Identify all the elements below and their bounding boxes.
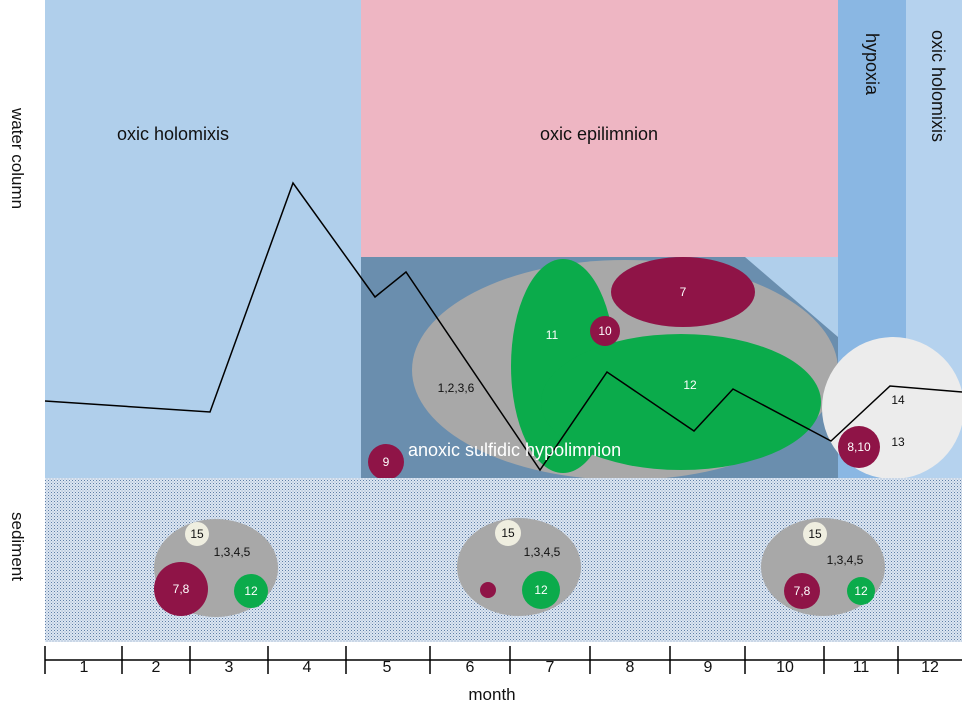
green-circle — [522, 571, 560, 609]
sediment: 15 1,3,4,5 7,8 12 15 1,3,4,5 12 15 1,3,4… — [45, 478, 962, 642]
cream-circle — [185, 522, 209, 546]
month-label: 12 — [921, 659, 939, 676]
month-label: 6 — [466, 659, 475, 676]
label-1236: 1,2,3,6 — [438, 381, 475, 395]
label-12: 12 — [244, 584, 258, 598]
maroon-circle — [154, 562, 208, 616]
label-7-8: 7,8 — [794, 584, 811, 598]
label-15: 15 — [808, 527, 822, 541]
maroon-cluster-8-10 — [838, 426, 880, 468]
maroon-circle — [784, 573, 820, 609]
label-13: 13 — [891, 435, 905, 449]
maroon-cluster-9 — [368, 444, 404, 480]
label-10: 10 — [598, 324, 612, 338]
month-label: 1 — [80, 659, 89, 676]
label-15: 15 — [190, 527, 204, 541]
month-label: 7 — [546, 659, 555, 676]
water-column-label: water column — [8, 107, 27, 209]
label-8-10: 8,10 — [847, 440, 871, 454]
month-label: 2 — [152, 659, 161, 676]
zone-label-anoxic-hypolimnion: anoxic sulfidic hypolimnion — [408, 440, 621, 460]
axis-title: month — [468, 685, 515, 704]
label-1345: 1,3,4,5 — [524, 545, 561, 559]
month-label: 3 — [225, 659, 234, 676]
sediment-cluster-2: 15 1,3,4,5 12 — [457, 518, 581, 616]
month-label: 10 — [776, 659, 794, 676]
label-7: 7 — [680, 285, 687, 299]
green-circle — [234, 574, 268, 608]
label-15: 15 — [501, 526, 515, 540]
cream-circle — [803, 522, 827, 546]
month-label: 9 — [704, 659, 713, 676]
water-column: oxic holomixis oxic epilimnion hypoxia o… — [44, 0, 962, 480]
maroon-cluster-10 — [590, 316, 620, 346]
month-label: 11 — [853, 659, 870, 676]
label-1345: 1,3,4,5 — [214, 545, 251, 559]
label-11: 11 — [546, 328, 559, 342]
label-14: 14 — [891, 393, 905, 407]
zone-label-hypoxia: hypoxia — [862, 33, 882, 96]
label-12: 12 — [534, 583, 548, 597]
label-12: 12 — [854, 584, 868, 598]
month-axis — [44, 646, 962, 674]
label-7-8: 7,8 — [173, 582, 190, 596]
green-circle — [847, 577, 875, 605]
month-label: 8 — [626, 659, 635, 676]
label-9: 9 — [383, 455, 390, 469]
green-cluster-12 — [541, 334, 821, 470]
sediment-cluster-1: 15 1,3,4,5 7,8 12 — [154, 519, 278, 617]
zone-label-oxic-holomixis: oxic holomixis — [117, 124, 229, 144]
cream-circle — [495, 520, 521, 546]
zone-label-oxic-epilimnion: oxic epilimnion — [540, 124, 658, 144]
label-1345: 1,3,4,5 — [827, 553, 864, 567]
month-label: 4 — [303, 659, 312, 676]
month-labels: 1 2 3 4 5 6 7 8 9 10 11 12 — [80, 659, 939, 676]
maroon-cluster-7 — [611, 257, 755, 327]
month-label: 5 — [383, 659, 392, 676]
epilimnion-zone — [361, 0, 838, 257]
maroon-circle — [480, 582, 496, 598]
profile-line — [44, 181, 962, 472]
sediment-cluster-3: 15 1,3,4,5 7,8 12 — [761, 518, 885, 616]
sediment-label: sediment — [8, 512, 27, 581]
label-12: 12 — [683, 378, 697, 392]
zone-label-oxic-holomixis-right: oxic holomixis — [928, 30, 948, 142]
